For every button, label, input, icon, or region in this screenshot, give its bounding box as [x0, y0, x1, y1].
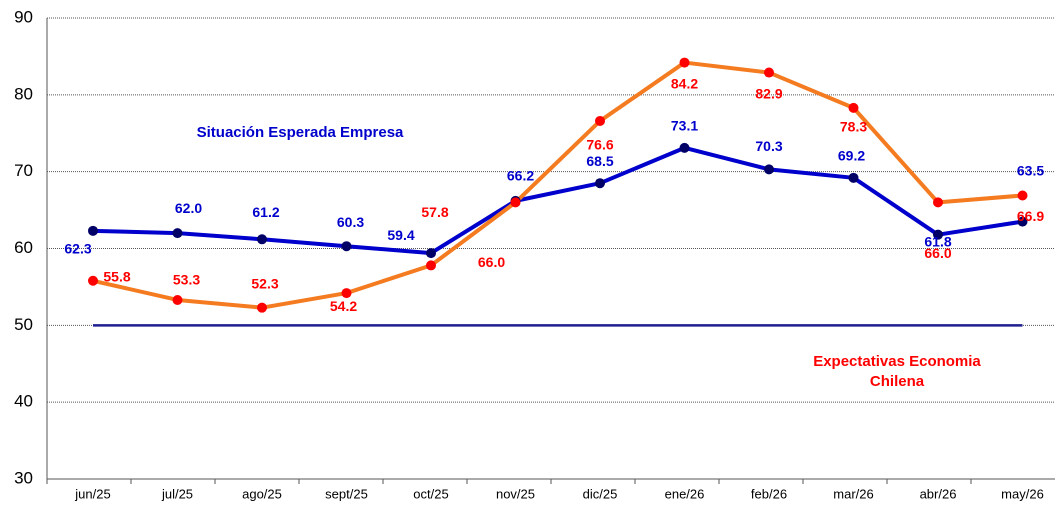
- marker: [257, 302, 267, 313]
- y-tick-label: 60: [14, 238, 33, 257]
- data-label: 57.8: [421, 204, 448, 220]
- marker: [172, 228, 183, 239]
- data-label: 62.0: [175, 200, 202, 216]
- data-label: 82.9: [755, 85, 782, 101]
- marker: [172, 294, 183, 305]
- y-tick-label: 40: [14, 392, 33, 411]
- data-label: 62.3: [64, 241, 91, 257]
- data-label: 84.2: [671, 75, 698, 91]
- y-tick-label: 50: [14, 315, 33, 334]
- marker: [764, 67, 774, 78]
- data-label: 60.3: [337, 214, 364, 230]
- x-tick-label: ene/26: [665, 486, 705, 501]
- data-label: 52.3: [251, 275, 278, 291]
- marker: [426, 248, 436, 259]
- marker: [679, 57, 690, 68]
- data-label: 63.5: [1017, 162, 1044, 178]
- marker: [679, 142, 690, 153]
- data-label: 53.3: [173, 272, 200, 288]
- data-label: 66.0: [478, 254, 505, 270]
- x-tick-label: abr/26: [920, 486, 957, 501]
- marker: [764, 164, 774, 175]
- y-tick-label: 80: [14, 84, 33, 103]
- x-tick-label: dic/25: [583, 486, 618, 501]
- x-tick-label: oct/25: [413, 486, 448, 501]
- marker: [88, 225, 98, 236]
- marker: [933, 197, 943, 208]
- data-label: 68.5: [586, 153, 613, 169]
- data-label: 70.3: [755, 138, 782, 154]
- data-label: 69.2: [838, 148, 865, 164]
- data-label: 78.3: [840, 119, 867, 135]
- x-tick-label: ago/25: [242, 486, 282, 501]
- marker: [1017, 190, 1028, 201]
- data-label: 55.8: [103, 268, 130, 284]
- x-tick-label: feb/26: [751, 486, 787, 501]
- marker: [510, 197, 521, 208]
- y-tick-label: 30: [14, 468, 33, 487]
- marker: [257, 234, 267, 245]
- data-label: 59.4: [387, 227, 414, 243]
- marker: [1017, 216, 1028, 227]
- data-label: 61.2: [252, 204, 279, 220]
- marker: [848, 172, 859, 183]
- data-label: 76.6: [586, 137, 613, 153]
- data-label: 54.2: [330, 298, 357, 314]
- legend-label: Situación Esperada Empresa: [197, 124, 404, 141]
- data-label: 61.8: [924, 233, 951, 249]
- x-tick-label: sept/25: [325, 486, 368, 501]
- series-line: [92, 60, 1023, 310]
- y-tick-label: 70: [14, 161, 33, 180]
- marker: [341, 288, 352, 299]
- x-tick-label: may/26: [1001, 486, 1044, 501]
- data-label: 66.2: [507, 168, 534, 184]
- marker: [595, 115, 605, 126]
- data-label: 66.0: [924, 245, 951, 261]
- data-label: 66.9: [1017, 208, 1044, 224]
- legend-label: Expectativas Economia Chilena: [813, 353, 981, 390]
- marker: [88, 275, 98, 286]
- data-label: 73.1: [671, 118, 698, 134]
- x-tick-label: mar/26: [833, 486, 873, 501]
- y-tick-label: 90: [14, 7, 33, 26]
- marker: [933, 229, 943, 240]
- marker: [341, 241, 352, 252]
- x-tick-label: nov/25: [496, 486, 535, 501]
- marker: [426, 260, 436, 271]
- x-tick-label: jul/25: [161, 486, 193, 501]
- marker: [595, 178, 605, 189]
- series-line: [92, 145, 1023, 256]
- marker: [848, 102, 859, 113]
- x-tick-label: jun/25: [74, 486, 110, 501]
